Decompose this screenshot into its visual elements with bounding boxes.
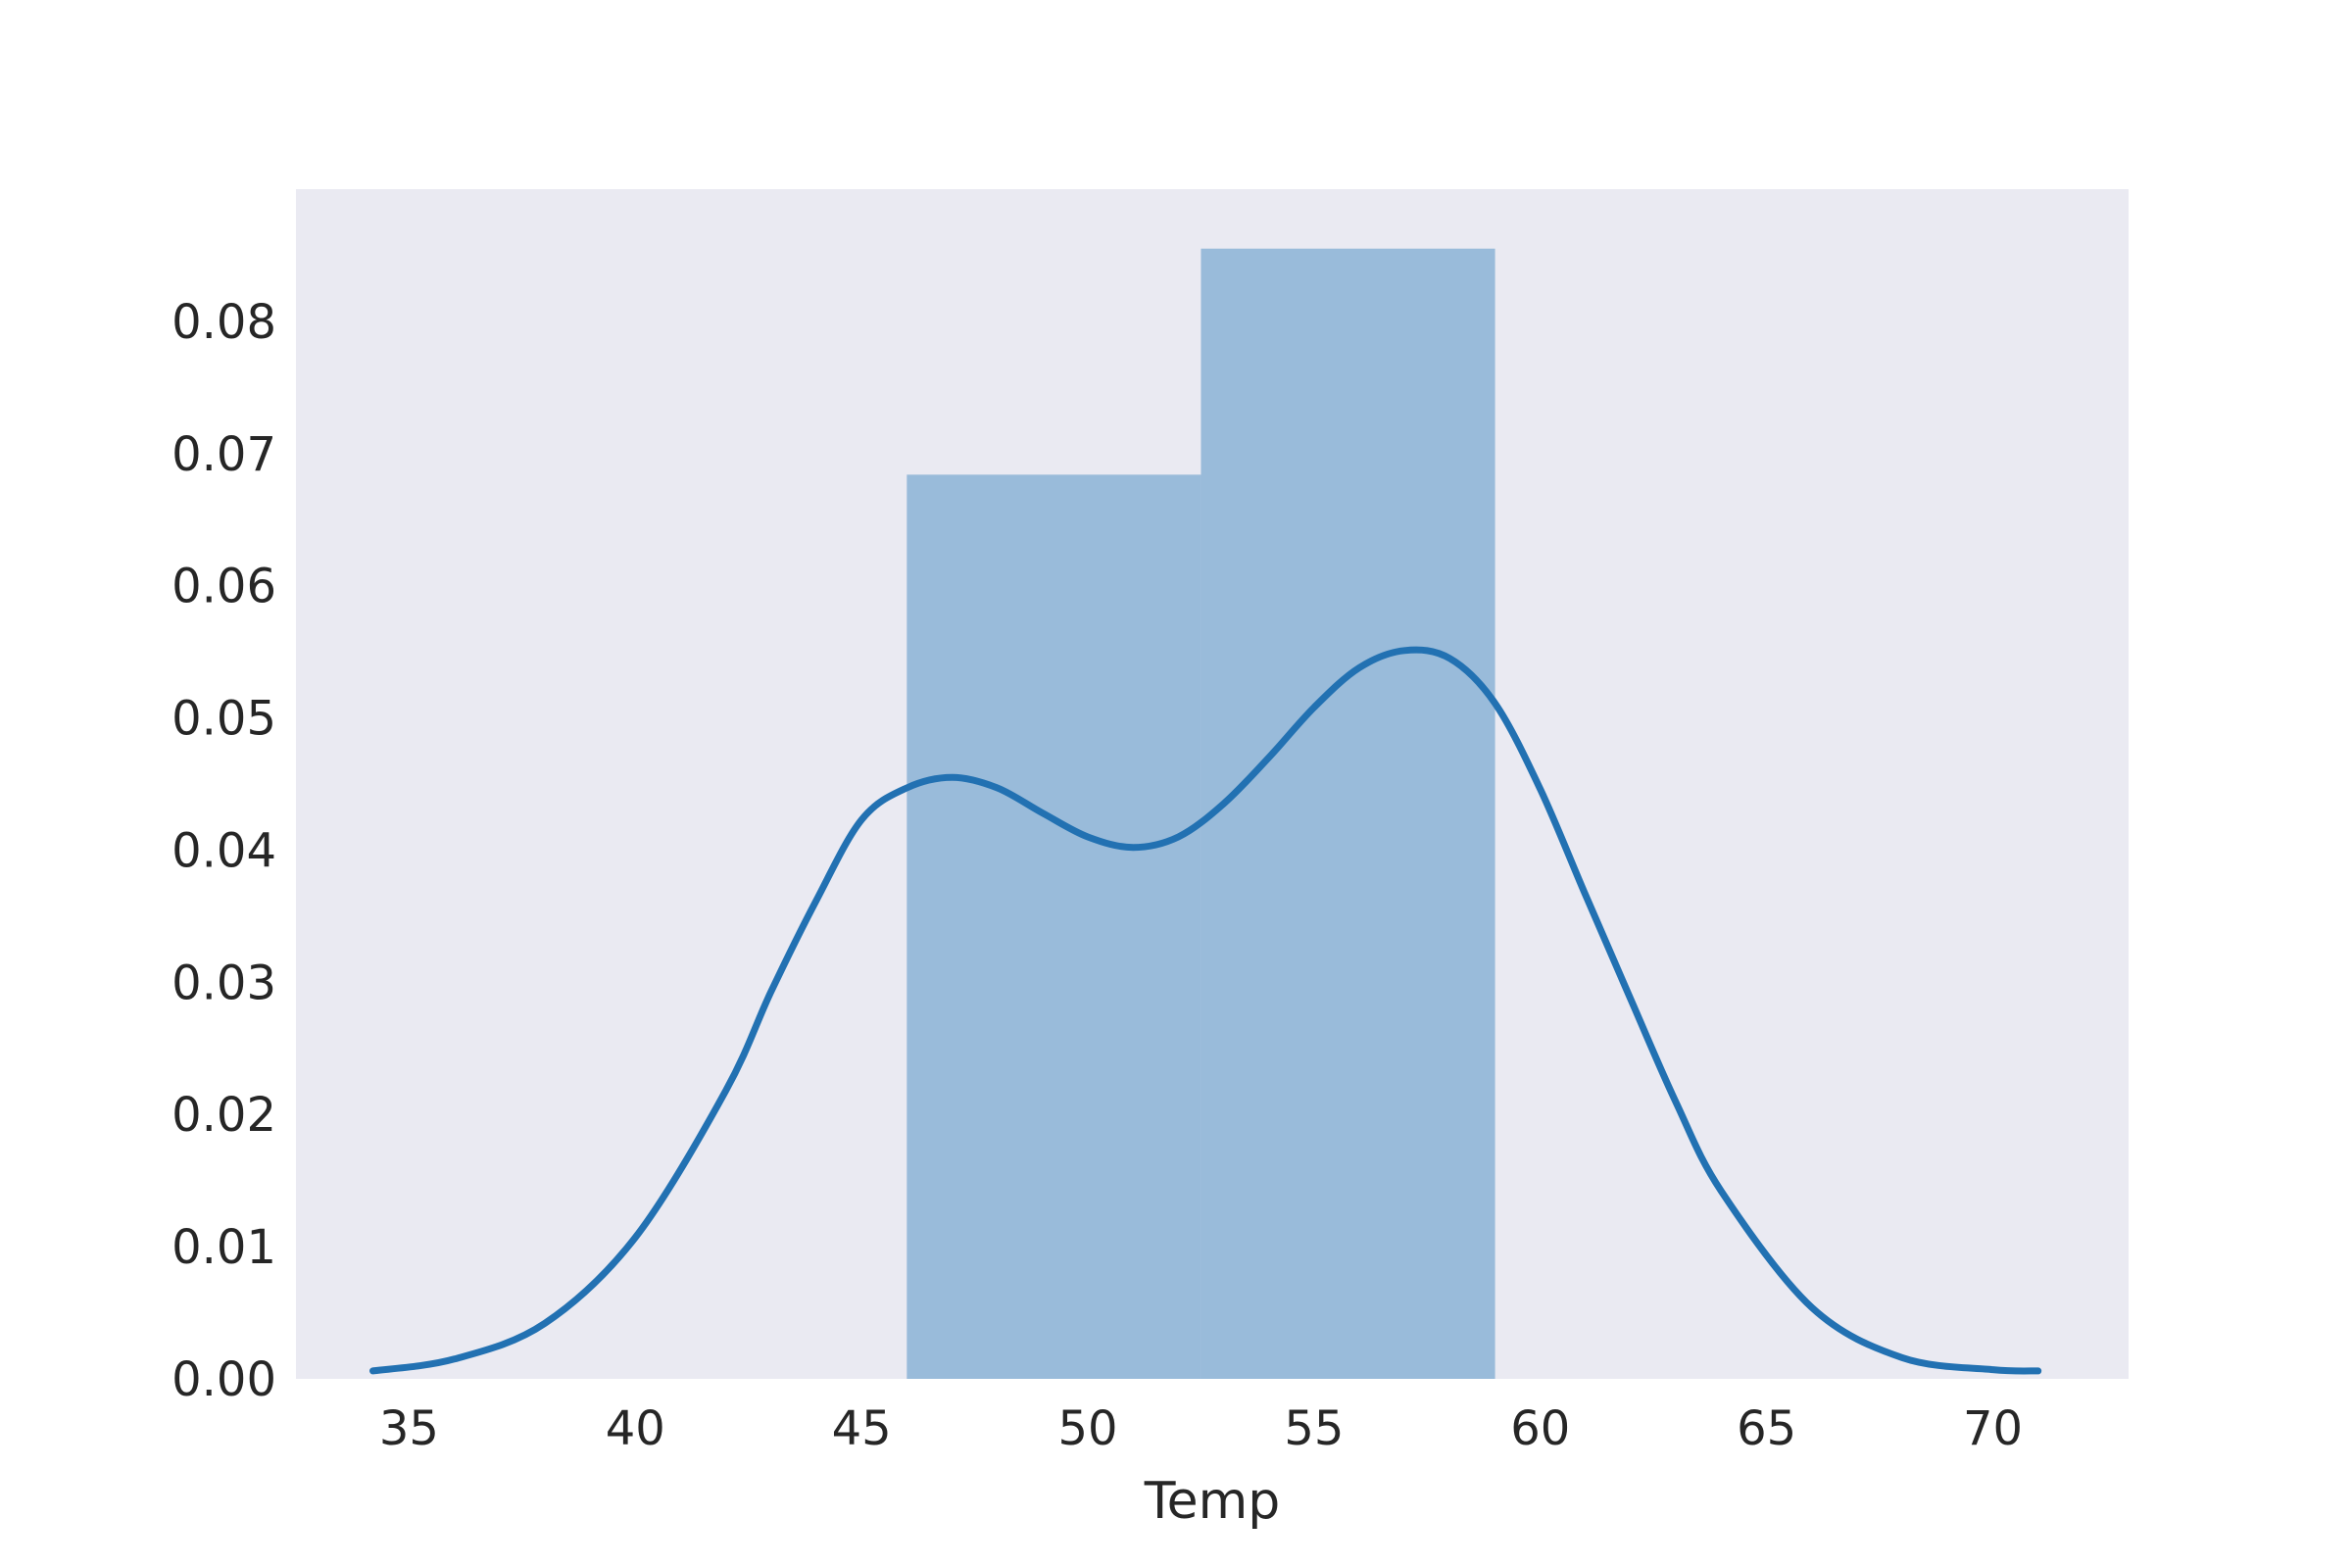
y-tick-label: 0.04 (172, 823, 276, 878)
x-tick-label: 45 (832, 1401, 892, 1456)
x-tick-label: 50 (1057, 1401, 1117, 1456)
y-tick-label: 0.03 (172, 956, 276, 1010)
x-tick-label: 70 (1963, 1401, 2023, 1456)
x-tick-label: 60 (1510, 1401, 1570, 1456)
histogram-bar-1 (906, 474, 1201, 1379)
x-tick-label: 55 (1284, 1401, 1344, 1456)
y-tick-label: 0.08 (172, 295, 276, 350)
histogram-bar-2 (1200, 248, 1495, 1380)
y-tick-label: 0.06 (172, 560, 276, 614)
x-tick-label: 40 (606, 1401, 665, 1456)
y-tick-label: 0.00 (172, 1352, 276, 1407)
y-tick-label: 0.02 (172, 1088, 276, 1143)
y-axis-ticks: 0.00 0.01 0.02 0.03 0.04 0.05 0.06 0.07 0.08 (172, 295, 276, 1407)
y-tick-label: 0.07 (172, 427, 276, 482)
y-tick-label: 0.01 (172, 1220, 276, 1275)
x-tick-label: 35 (379, 1401, 439, 1456)
x-tick-label: 65 (1737, 1401, 1796, 1456)
x-axis-ticks: 35 40 45 50 55 60 65 70 (379, 1401, 2023, 1456)
x-axis-label: Temp (1144, 1472, 1281, 1531)
y-tick-label: 0.05 (172, 692, 276, 747)
kde-curve (369, 646, 2042, 1375)
histogram-bars (906, 248, 1495, 1380)
